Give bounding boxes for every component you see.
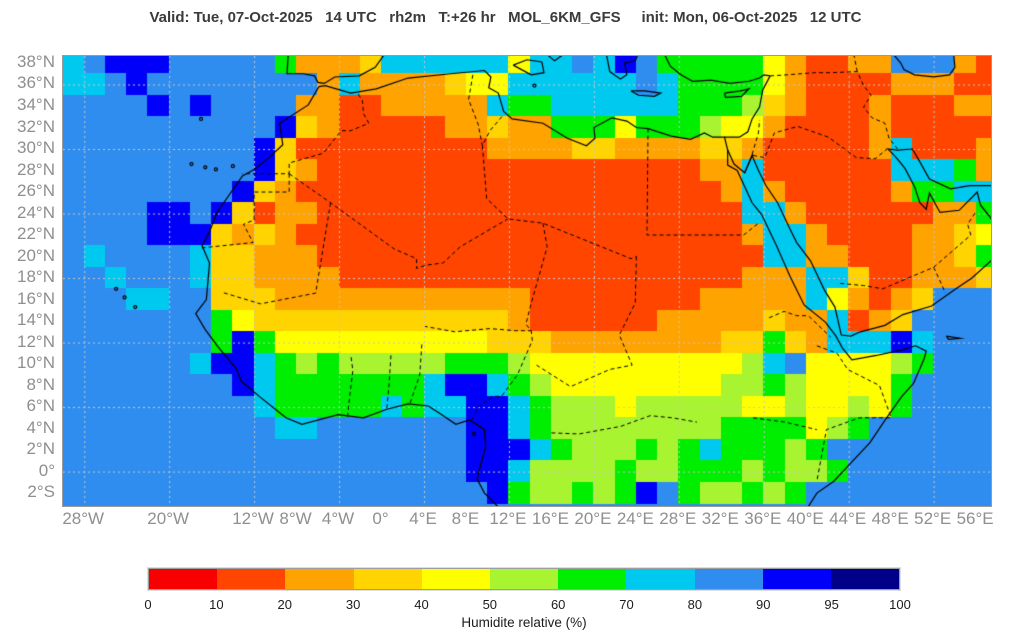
colorbar-segment xyxy=(694,569,763,589)
map-frame xyxy=(62,55,992,507)
lat-tick-label: 30°N xyxy=(17,138,55,157)
lon-tick-label: 36°E xyxy=(744,509,782,528)
lat-tick-label: 6°N xyxy=(26,396,55,416)
lon-tick-label: 56°E xyxy=(956,509,994,528)
lat-tick-label: 34°N xyxy=(17,95,55,114)
lon-tick-label: 4°W xyxy=(321,509,355,528)
lat-tick-label: 18°N xyxy=(17,267,55,287)
colorbar-segment xyxy=(762,569,831,589)
lon-tick-label: 52°E xyxy=(914,509,952,528)
colorbar-tick-label: 80 xyxy=(687,597,703,612)
lat-tick-label: 28°N xyxy=(17,159,55,179)
lat-tick-label: 26°N xyxy=(17,181,55,201)
lon-tick-label: 28°W xyxy=(62,509,105,528)
lon-tick-label: 20°E xyxy=(574,509,612,528)
lon-tick-label: 8°E xyxy=(451,509,480,528)
lat-tick-label: 32°N xyxy=(17,116,55,136)
colorbar-tick-label: 95 xyxy=(824,597,839,612)
colorbar-tick-label: 0 xyxy=(144,597,152,612)
colorbar-tick-label: 30 xyxy=(345,597,361,612)
lon-tick-label: 12°E xyxy=(489,509,527,528)
lat-tick-label: 4°N xyxy=(26,417,55,437)
humidity-colorbar xyxy=(147,567,901,591)
lat-tick-label: 10°N xyxy=(17,353,55,373)
lon-tick-label: 44°E xyxy=(829,509,867,528)
colorbar-segment xyxy=(489,569,559,589)
lon-tick-label: 0° xyxy=(372,509,389,528)
lon-tick-label: 8°W xyxy=(279,509,312,528)
colorbar-tick-label: 90 xyxy=(756,597,771,612)
lat-tick-label: 36°N xyxy=(17,73,55,93)
colorbar-caption: Humidite relative (%) xyxy=(461,615,587,630)
colorbar-segment xyxy=(285,569,354,589)
lat-tick-label: 12°N xyxy=(17,331,55,351)
colorbar-tick-label: 60 xyxy=(550,597,566,612)
lat-tick-label: 2°S xyxy=(27,482,55,502)
colorbar-tick-label: 100 xyxy=(889,597,911,612)
lon-tick-label: 24°E xyxy=(616,509,654,528)
lat-tick-label: 16°N xyxy=(17,288,55,308)
page-title: Valid: Tue, 07-Oct-2025 14 UTC rh2m T:+2… xyxy=(149,9,862,26)
lon-tick-label: 48°E xyxy=(871,509,909,528)
colorbar-segment xyxy=(217,569,286,589)
colorbar-segment xyxy=(149,569,218,589)
colorbar-segment xyxy=(353,569,422,589)
lat-tick-label: 22°N xyxy=(17,224,55,244)
lon-tick-label: 28°E xyxy=(659,509,697,528)
lat-tick-label: 20°N xyxy=(17,245,55,265)
lat-tick-label: 38°N xyxy=(17,51,55,71)
colorbar-segment xyxy=(558,569,627,589)
colorbar-tick-label: 40 xyxy=(414,597,429,612)
colorbar-tick-label: 10 xyxy=(209,597,224,612)
lon-tick-label: 40°E xyxy=(786,509,824,528)
lat-tick-label: 24°N xyxy=(17,202,55,222)
colorbar-tick-label: 20 xyxy=(277,597,292,612)
lat-tick-label: 8°N xyxy=(26,374,55,394)
lat-tick-label: 2°N xyxy=(26,439,55,459)
lon-tick-label: 16°E xyxy=(531,509,569,528)
lat-tick-label: 14°N xyxy=(17,310,55,330)
colorbar-segment xyxy=(626,569,695,589)
map-canvas xyxy=(63,56,991,506)
lon-tick-label: 32°E xyxy=(701,509,739,528)
colorbar-tick-label: 50 xyxy=(482,597,498,612)
colorbar-tick-label: 70 xyxy=(619,597,634,612)
lon-tick-label: 4°E xyxy=(409,509,437,528)
colorbar-segment xyxy=(421,569,490,589)
lon-tick-label: 20°W xyxy=(147,509,190,528)
lat-tick-label: 0° xyxy=(38,460,55,480)
lon-tick-label: 12°W xyxy=(232,509,274,528)
colorbar-segment xyxy=(830,569,900,589)
